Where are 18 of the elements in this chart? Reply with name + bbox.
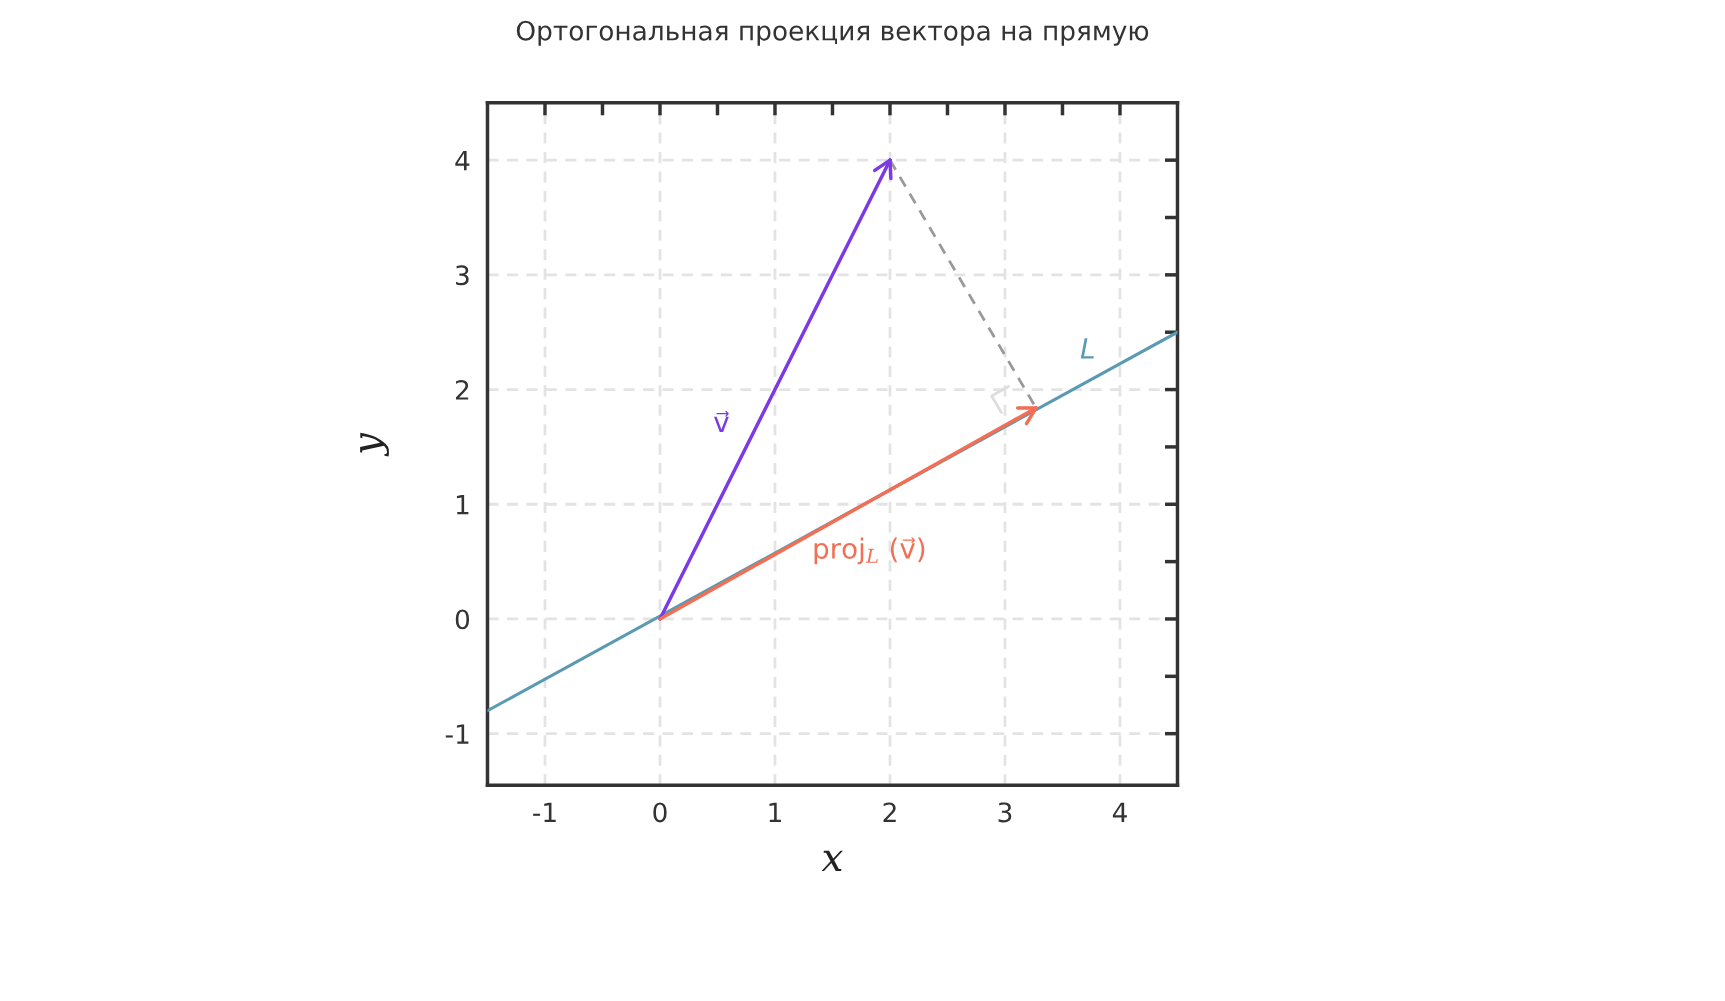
y-axis-title: y [360, 432, 389, 457]
y-tick-label: -1 [445, 724, 469, 744]
x-axis-title: x [821, 850, 843, 871]
x-tick-label: 3 [998, 802, 1012, 823]
y-tick-label: 4 [455, 150, 470, 171]
x-tick-label: -1 [533, 802, 556, 822]
y-tick-label: 2 [455, 380, 469, 400]
chart-title: Ортогональная проекция вектора на прямую [516, 20, 1149, 46]
x-tick-label: 4 [1112, 802, 1127, 822]
series-label: proj$_{L}$ (v⃗) [814, 537, 925, 565]
x-tick-label: 2 [883, 802, 896, 822]
x-tick-label: 1 [769, 802, 781, 822]
y-tick-label: 0 [455, 609, 470, 630]
y-tick-label: 3 [456, 265, 469, 286]
x-tick-label: 0 [653, 802, 667, 823]
series-label: v⃗ [714, 410, 729, 432]
series-label: L [1080, 338, 1094, 359]
y-tick-label: 1 [456, 495, 469, 515]
